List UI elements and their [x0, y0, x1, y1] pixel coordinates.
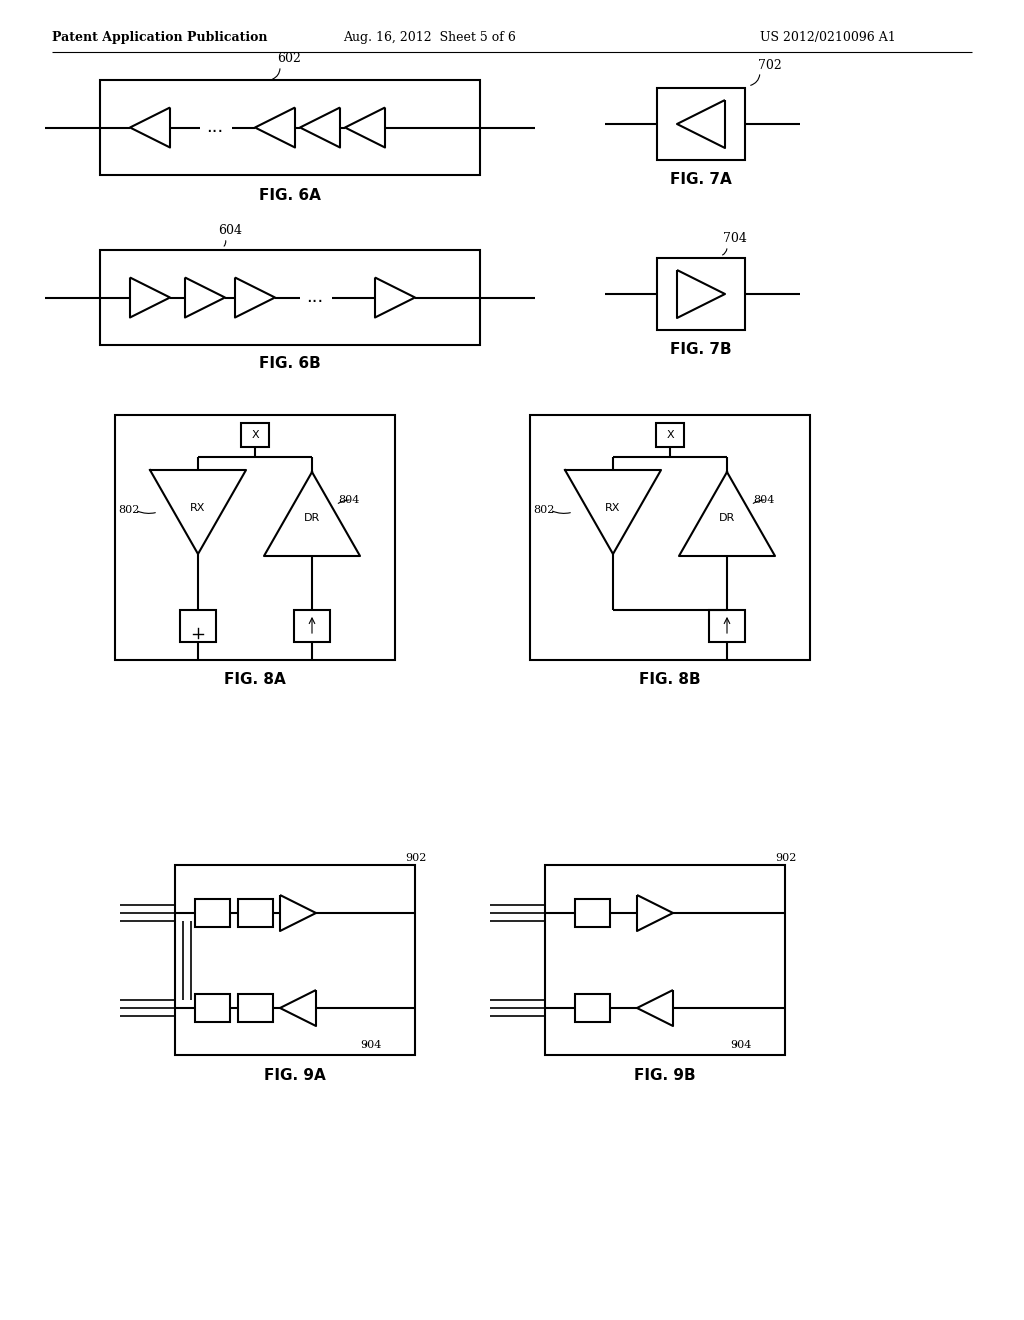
Text: 804: 804: [338, 495, 359, 506]
Text: Patent Application Publication: Patent Application Publication: [52, 30, 267, 44]
Bar: [175, 865, 415, 1055]
Bar: [115, 414, 395, 660]
Bar: [575, 994, 610, 1022]
Bar: [657, 88, 745, 160]
Bar: [656, 422, 684, 447]
Bar: [294, 610, 330, 642]
Text: 604: 604: [218, 224, 242, 238]
Text: FIG. 9A: FIG. 9A: [264, 1068, 326, 1082]
Text: RX: RX: [190, 503, 206, 513]
Bar: [657, 257, 745, 330]
Text: US 2012/0210096 A1: US 2012/0210096 A1: [760, 30, 896, 44]
Text: 902: 902: [775, 853, 797, 863]
Text: FIG. 6A: FIG. 6A: [259, 187, 321, 202]
Bar: [545, 865, 785, 1055]
Bar: [238, 994, 273, 1022]
Bar: [195, 899, 230, 927]
Text: 602: 602: [278, 51, 301, 65]
Text: X: X: [667, 430, 674, 440]
Text: FIG. 9B: FIG. 9B: [634, 1068, 696, 1082]
Bar: [530, 414, 810, 660]
Text: X: X: [251, 430, 259, 440]
Text: DR: DR: [304, 513, 321, 523]
Text: 802: 802: [118, 506, 139, 515]
Text: DR: DR: [719, 513, 735, 523]
Text: FIG. 6B: FIG. 6B: [259, 356, 321, 371]
Text: 804: 804: [753, 495, 774, 506]
Text: 702: 702: [758, 59, 781, 73]
Text: 902: 902: [406, 853, 426, 863]
Bar: [195, 994, 230, 1022]
Bar: [238, 899, 273, 927]
Text: ...: ...: [207, 119, 223, 136]
Text: FIG. 7B: FIG. 7B: [670, 342, 732, 358]
Text: FIG. 8B: FIG. 8B: [639, 672, 700, 688]
Text: FIG. 7A: FIG. 7A: [670, 173, 732, 187]
Text: FIG. 8A: FIG. 8A: [224, 672, 286, 688]
Bar: [575, 899, 610, 927]
Text: 904: 904: [360, 1040, 381, 1049]
Bar: [100, 249, 480, 345]
Bar: [180, 610, 216, 642]
Bar: [241, 422, 269, 447]
Text: Aug. 16, 2012  Sheet 5 of 6: Aug. 16, 2012 Sheet 5 of 6: [344, 30, 516, 44]
Text: 904: 904: [730, 1040, 752, 1049]
Text: 704: 704: [723, 232, 746, 246]
Text: ...: ...: [306, 289, 324, 306]
Text: RX: RX: [605, 503, 621, 513]
Bar: [709, 610, 745, 642]
Bar: [100, 81, 480, 176]
Text: 802: 802: [534, 506, 554, 515]
